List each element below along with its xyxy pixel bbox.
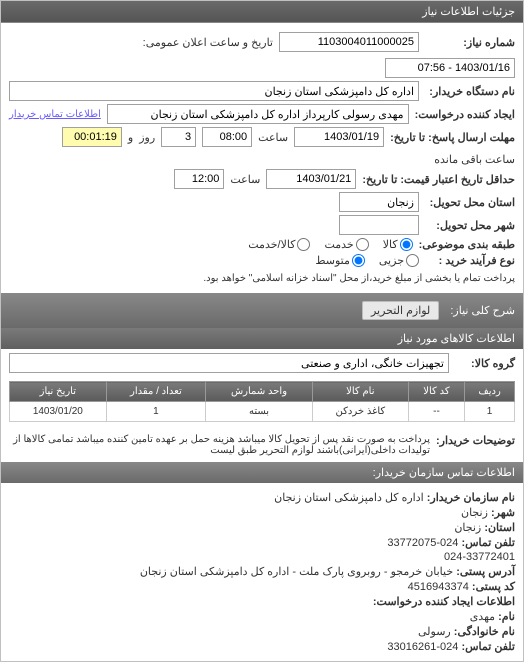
province-label: استان محل تحویل:: [425, 196, 515, 209]
th-rownum: ردیف: [465, 382, 515, 402]
cat-service-input[interactable]: [356, 238, 369, 251]
remain-time[interactable]: [62, 127, 122, 147]
day-label: روز: [139, 131, 155, 144]
td-rownum: 1: [465, 402, 515, 422]
cat-service-radio[interactable]: خدمت: [324, 238, 368, 251]
buyer-org-input[interactable]: [9, 81, 419, 101]
cat-goods-text: کالا: [383, 238, 398, 251]
lname-label: نام خانوادگی:: [454, 626, 515, 638]
explain-text: پرداخت به صورت نقد پس از تحویل کالا میبا…: [9, 434, 430, 456]
deadline-send-date[interactable]: [294, 127, 384, 147]
postal-addr: خیابان خرمجو - روبروی پارک ملت - اداره ک…: [140, 566, 453, 578]
proc-small-radio[interactable]: جزیی: [379, 254, 419, 267]
phone2: 024-33772401: [444, 551, 515, 563]
goods-info-title: اطلاعات کالاهای مورد نیاز: [1, 328, 523, 349]
td-date: 1403/01/20: [10, 402, 107, 422]
announce-input[interactable]: [385, 58, 515, 78]
explain-label: توضیحات خریدار:: [436, 434, 515, 447]
fname: مهدی: [470, 611, 495, 623]
time-label-2: ساعت: [230, 173, 260, 186]
proc-medium-radio[interactable]: متوسط: [315, 254, 365, 267]
fname-label: نام:: [498, 611, 515, 623]
proc-small-input[interactable]: [406, 254, 419, 267]
td-name: کاغذ خردکن: [312, 402, 408, 422]
th-date: تاریخ نیاز: [10, 382, 107, 402]
cat-goods-service-radio[interactable]: کالا/خدمت: [248, 238, 310, 251]
summary-header: شرح کلی نیاز: لوازم التحریر: [1, 293, 523, 328]
and-label: و: [128, 131, 133, 144]
need-no-input[interactable]: [279, 32, 419, 52]
postal-code: 4516943374: [408, 581, 469, 593]
proc-medium-text: متوسط: [315, 254, 350, 267]
cat-goods-service-text: کالا/خدمت: [248, 238, 295, 251]
process-label: نوع فرآیند خرید :: [425, 254, 515, 267]
goods-table: ردیف کد کالا نام کالا واحد شمارش تعداد /…: [9, 381, 515, 422]
explain-row: توضیحات خریدار: پرداخت به صورت نقد پس از…: [1, 428, 523, 462]
th-code: کد کالا: [408, 382, 464, 402]
contact-block: نام سازمان خریدار: اداره کل دامپزشکی است…: [1, 483, 523, 661]
proc-small-text: جزیی: [379, 254, 404, 267]
validity-date[interactable]: [266, 169, 356, 189]
req-phone: 024-33016261: [387, 641, 458, 653]
city-input[interactable]: [339, 215, 419, 235]
remain-label: ساعت باقی مانده: [434, 153, 515, 166]
days-left[interactable]: [161, 127, 196, 147]
panel-title: جزئیات اطلاعات نیاز: [1, 1, 523, 23]
summary-label: شرح کلی نیاز:: [450, 305, 515, 317]
th-name: نام کالا: [312, 382, 408, 402]
cat-goods-radio[interactable]: کالا: [383, 238, 413, 251]
phone1: 024-33772075: [387, 537, 458, 549]
province-input[interactable]: [339, 192, 419, 212]
requester-input[interactable]: [107, 104, 409, 124]
category-label: طبقه بندی موضوعی:: [419, 238, 515, 251]
table-row[interactable]: 1 -- کاغذ خردکن بسته 1 1403/01/20: [10, 402, 515, 422]
cat-service-text: خدمت: [324, 238, 353, 251]
deadline-send-time[interactable]: [202, 127, 252, 147]
province2-label: استان:: [484, 522, 515, 534]
td-unit: بسته: [206, 402, 313, 422]
postal-code-label: کد پستی:: [472, 581, 515, 593]
main-form: شماره نیاز: تاریخ و ساعت اعلان عمومی: نا…: [1, 23, 523, 293]
group-label: گروه کالا:: [455, 357, 515, 370]
need-no-label: شماره نیاز:: [425, 36, 515, 49]
city2: زنجان: [461, 507, 488, 519]
cat-goods-input[interactable]: [400, 238, 413, 251]
summary-chip: لوازم التحریر: [362, 301, 439, 320]
th-unit: واحد شمارش: [206, 382, 313, 402]
td-qty: 1: [106, 402, 205, 422]
proc-medium-input[interactable]: [352, 254, 365, 267]
th-qty: تعداد / مقدار: [106, 382, 205, 402]
requester-info-title: اطلاعات ایجاد کننده درخواست:: [373, 596, 515, 608]
contact-header: اطلاعات تماس سازمان خریدار:: [1, 462, 523, 483]
province2: زنجان: [454, 522, 481, 534]
lname: رسولی: [418, 626, 451, 638]
deadline-send-label: مهلت ارسال پاسخ: تا تاریخ:: [390, 131, 515, 144]
city2-label: شهر:: [491, 507, 515, 519]
phone-label-2: تلفن تماس:: [461, 641, 515, 653]
announce-label: تاریخ و ساعت اعلان عمومی:: [143, 36, 273, 49]
validity-time[interactable]: [174, 169, 224, 189]
group-input[interactable]: [9, 353, 449, 373]
time-label-1: ساعت: [258, 131, 288, 144]
postal-addr-label: آدرس پستی:: [456, 566, 515, 578]
org-name-label: نام سازمان خریدار:: [427, 492, 515, 504]
org-name: اداره کل دامپزشکی استان زنجان: [274, 492, 424, 504]
goods-group-row: گروه کالا:: [1, 349, 523, 377]
need-details-panel: جزئیات اطلاعات نیاز شماره نیاز: تاریخ و …: [0, 0, 524, 662]
phone-label-1: تلفن تماس:: [461, 537, 515, 549]
buyer-contact-link[interactable]: اطلاعات تماس خریدار: [9, 109, 101, 120]
requester-label: ایجاد کننده درخواست:: [415, 108, 515, 121]
buyer-org-label: نام دستگاه خریدار:: [425, 85, 515, 98]
city-label: شهر محل تحویل:: [425, 219, 515, 232]
table-header-row: ردیف کد کالا نام کالا واحد شمارش تعداد /…: [10, 382, 515, 402]
cat-goods-service-input[interactable]: [297, 238, 310, 251]
td-code: --: [408, 402, 464, 422]
validity-label: حداقل تاریخ اعتبار قیمت: تا تاریخ:: [362, 173, 515, 186]
process-note: پرداخت تمام یا بخشی از مبلغ خرید،از محل …: [203, 273, 515, 284]
